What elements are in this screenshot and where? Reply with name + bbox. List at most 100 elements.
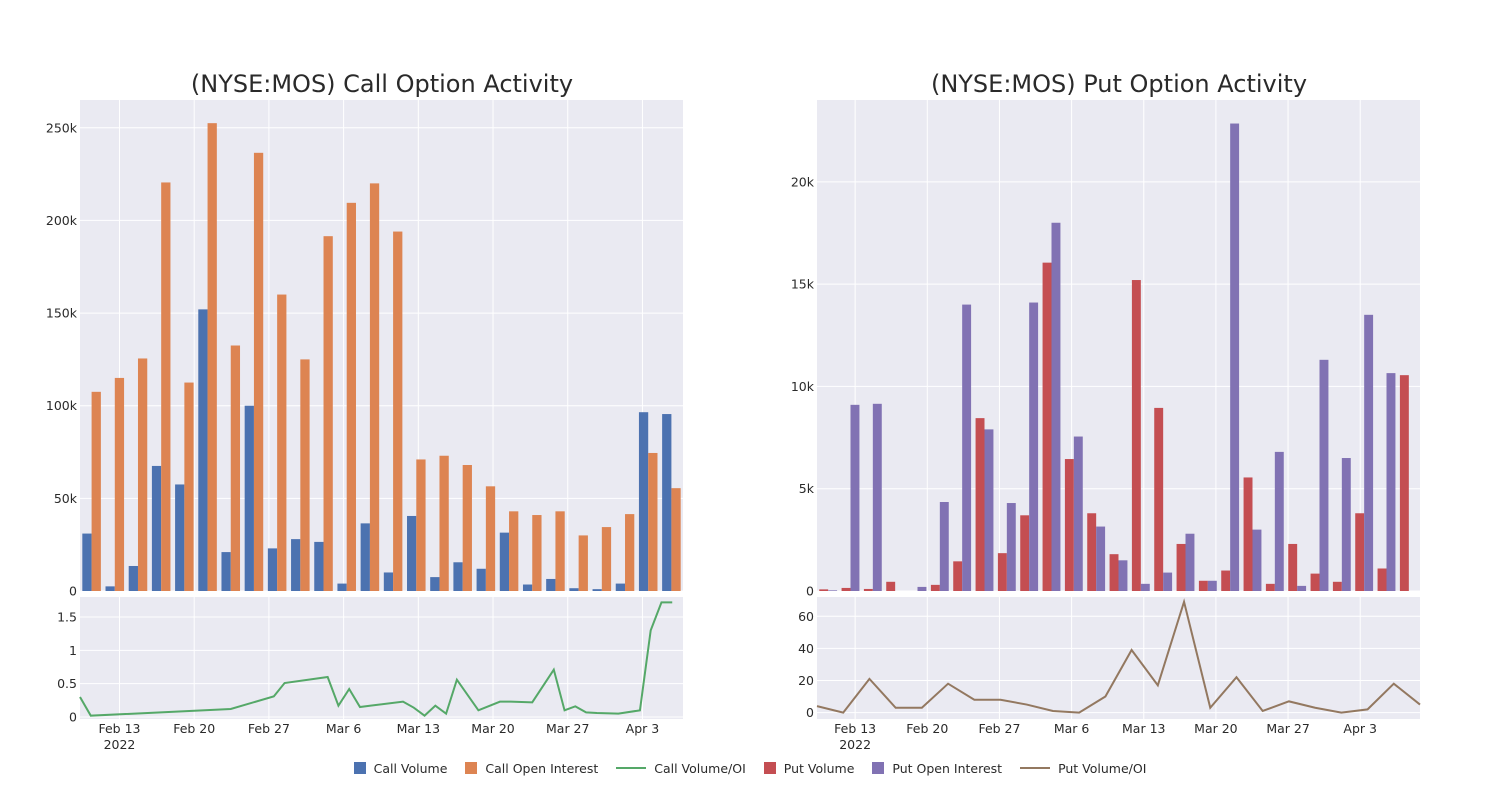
- put-volume-bar: [1087, 513, 1097, 591]
- y-tick-label-top: 0: [69, 584, 77, 599]
- call-volume-bar: [291, 539, 301, 591]
- call-volume-bar: [82, 533, 92, 591]
- put-volume-bar: [975, 418, 985, 591]
- call-open-interest-bar: [253, 152, 264, 591]
- put-volume-bar: [819, 589, 829, 591]
- legend-line-swatch: [1020, 767, 1051, 769]
- call-volume-bar: [360, 523, 370, 591]
- legend-label: Put Volume: [783, 760, 855, 776]
- put-open-interest-bar: [962, 304, 972, 591]
- y-tick-label-bottom: 0.5: [57, 676, 77, 691]
- call-volume-bar: [175, 484, 185, 591]
- call-open-interest-bar: [91, 391, 101, 591]
- call-volume-bar: [453, 562, 463, 591]
- call-open-interest-bar: [393, 231, 403, 591]
- call-volume-bar: [522, 584, 533, 591]
- call-volume-bar: [244, 405, 254, 591]
- call-open-interest-bar: [601, 527, 612, 591]
- put-volume-bar: [841, 587, 851, 591]
- legend-label: Call Volume: [373, 760, 448, 776]
- call-open-interest-bar: [114, 377, 125, 591]
- legend-label: Call Open Interest: [485, 760, 599, 776]
- put-volume-bar: [1042, 262, 1052, 591]
- put-volume-bar: [1310, 573, 1320, 591]
- call-volume-bar: [476, 568, 486, 591]
- put-volume-bar: [1109, 554, 1119, 591]
- call-volume-bar: [314, 541, 324, 591]
- y-tick-label-bottom: 40: [798, 641, 814, 656]
- put-open-interest-bar: [828, 590, 838, 591]
- call-volume-bar: [221, 552, 231, 591]
- y-tick-label-top: 100k: [46, 398, 78, 413]
- legend-item: Call Volume: [353, 760, 448, 776]
- legend-label: Put Volume/OI: [1058, 760, 1147, 776]
- call-volume-bar: [569, 588, 579, 591]
- call-open-interest-bar: [578, 535, 588, 591]
- legend-box-swatch: [763, 762, 776, 774]
- chart-legend: Call Volume Call Open Interest Call Volume…: [0, 758, 1500, 778]
- call-volume-bar: [105, 586, 115, 591]
- call-volume-bar: [662, 414, 672, 591]
- x-tick-label: Mar 13: [397, 721, 440, 736]
- put-volume-bar: [1198, 580, 1208, 591]
- put-volume-bar: [1288, 543, 1298, 591]
- call-open-interest-bar: [439, 455, 449, 591]
- put-open-interest-bar: [1207, 580, 1217, 591]
- call-open-interest-bar: [207, 123, 217, 592]
- x-tick-label: Mar 20: [1194, 721, 1238, 736]
- put-open-interest-bar: [1163, 572, 1173, 591]
- legend-line-swatch: [616, 767, 647, 769]
- x-tick-label: Apr 3: [1343, 721, 1377, 736]
- put-open-interest-bar: [917, 586, 927, 591]
- call-open-interest-bar: [277, 294, 287, 591]
- legend-item: Call Volume/OI: [616, 761, 746, 776]
- call-open-interest-bar: [462, 465, 472, 591]
- put-open-interest-bar: [1297, 585, 1307, 591]
- put-open-interest-bar: [1230, 123, 1240, 591]
- legend-box-swatch: [465, 762, 478, 774]
- x-tick-year: 2022: [104, 737, 136, 752]
- x-tick-label: Mar 27: [546, 721, 589, 736]
- legend-label: Put Open Interest: [892, 760, 1003, 776]
- call-chart-title: (NYSE:MOS) Call Option Activity: [191, 70, 573, 98]
- legend-item: Put Open Interest: [872, 761, 1002, 776]
- x-tick-label: Mar 6: [1054, 721, 1090, 736]
- legend-box-swatch: [872, 762, 885, 774]
- legend-item: Put Volume: [763, 760, 855, 776]
- plot-area-bottom-put: [817, 597, 1420, 719]
- put-open-interest-bar: [939, 502, 949, 591]
- put-volume-bar: [863, 588, 873, 591]
- legend-box-swatch: [353, 762, 366, 774]
- legend-label: Call Volume/OI: [654, 760, 746, 776]
- call-open-interest-bar: [555, 511, 565, 591]
- call-volume-bar: [383, 572, 394, 591]
- call-open-interest-bar: [137, 358, 148, 591]
- y-tick-label-top: 20k: [791, 174, 815, 189]
- y-tick-label-top: 50k: [54, 491, 78, 506]
- x-tick-label: Mar 6: [326, 721, 362, 736]
- y-tick-label-bottom: 60: [798, 609, 814, 624]
- call-volume-bar: [615, 583, 626, 591]
- call-volume-bar: [546, 578, 556, 591]
- y-tick-label-bottom: 1.5: [57, 610, 77, 625]
- y-tick-label-bottom: 0: [806, 705, 814, 720]
- put-open-interest-bar: [1185, 533, 1195, 591]
- put-volume-bar: [1399, 375, 1409, 591]
- y-tick-label-bottom: 1: [69, 643, 77, 658]
- put-open-interest-bar: [1364, 314, 1374, 591]
- call-open-interest-bar: [509, 511, 519, 591]
- call-open-interest-bar: [323, 236, 333, 591]
- put-volume-bar: [1154, 407, 1164, 591]
- x-tick-label: Feb 13: [98, 721, 140, 736]
- y-tick-label-bottom: 20: [798, 673, 814, 688]
- put-open-interest-bar: [1386, 373, 1396, 591]
- put-volume-bar: [1221, 570, 1231, 591]
- put-open-interest-bar: [1051, 222, 1061, 591]
- y-tick-label-top: 10k: [791, 379, 815, 394]
- put-open-interest-bar: [1029, 302, 1039, 591]
- call-volume-bar: [198, 309, 208, 591]
- call-open-interest-bar: [416, 459, 426, 591]
- x-tick-label: Feb 13: [834, 721, 876, 736]
- put-volume-bar: [930, 584, 940, 591]
